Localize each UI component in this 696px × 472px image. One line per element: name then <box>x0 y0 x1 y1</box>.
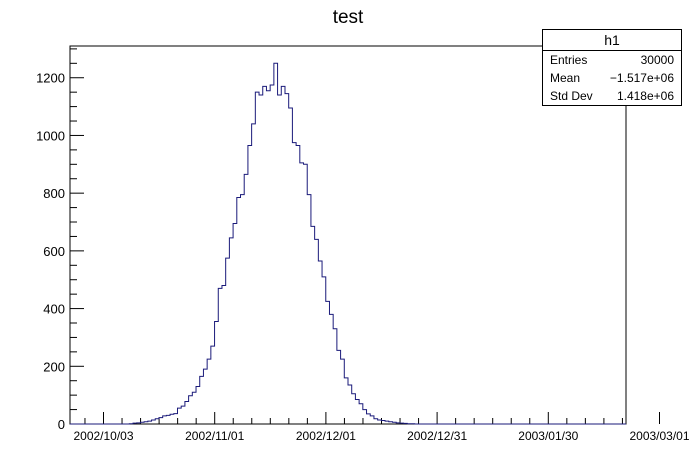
x-tick-label: 2002/10/03 <box>73 429 133 443</box>
y-tick-label: 200 <box>43 359 65 374</box>
stats-value-stddev: 1.418e+06 <box>616 89 674 103</box>
stats-title: h1 <box>543 30 681 51</box>
stats-row-mean: Mean −1.517e+06 <box>543 69 681 87</box>
y-tick-label: 800 <box>43 186 65 201</box>
y-tick-label: 0 <box>58 417 65 432</box>
x-tick-label: 2002/12/31 <box>407 429 467 443</box>
x-tick-label: 2003/01/30 <box>518 429 578 443</box>
x-tick-label: 2003/03/01 <box>629 429 689 443</box>
stats-value-mean: −1.517e+06 <box>609 71 674 85</box>
y-tick-label: 400 <box>43 302 65 317</box>
y-tick-label: 1200 <box>36 71 65 86</box>
plot-frame <box>69 45 627 425</box>
stats-label-mean: Mean <box>550 71 581 85</box>
stats-label-stddev: Std Dev <box>550 89 593 103</box>
stats-box: h1 Entries 30000 Mean −1.517e+06 Std Dev… <box>542 29 682 106</box>
stats-row-entries: Entries 30000 <box>543 51 681 69</box>
x-tick-label: 2002/11/01 <box>185 429 244 443</box>
stats-label-entries: Entries <box>550 53 588 67</box>
x-tick-label: 2002/12/01 <box>296 429 356 443</box>
y-tick-label: 1000 <box>36 128 65 143</box>
stats-value-entries: 30000 <box>640 53 674 67</box>
y-tick-label: 600 <box>43 244 65 259</box>
histogram-line <box>70 62 626 425</box>
stats-row-stddev: Std Dev 1.418e+06 <box>543 87 681 105</box>
chart-title: test <box>333 7 364 28</box>
